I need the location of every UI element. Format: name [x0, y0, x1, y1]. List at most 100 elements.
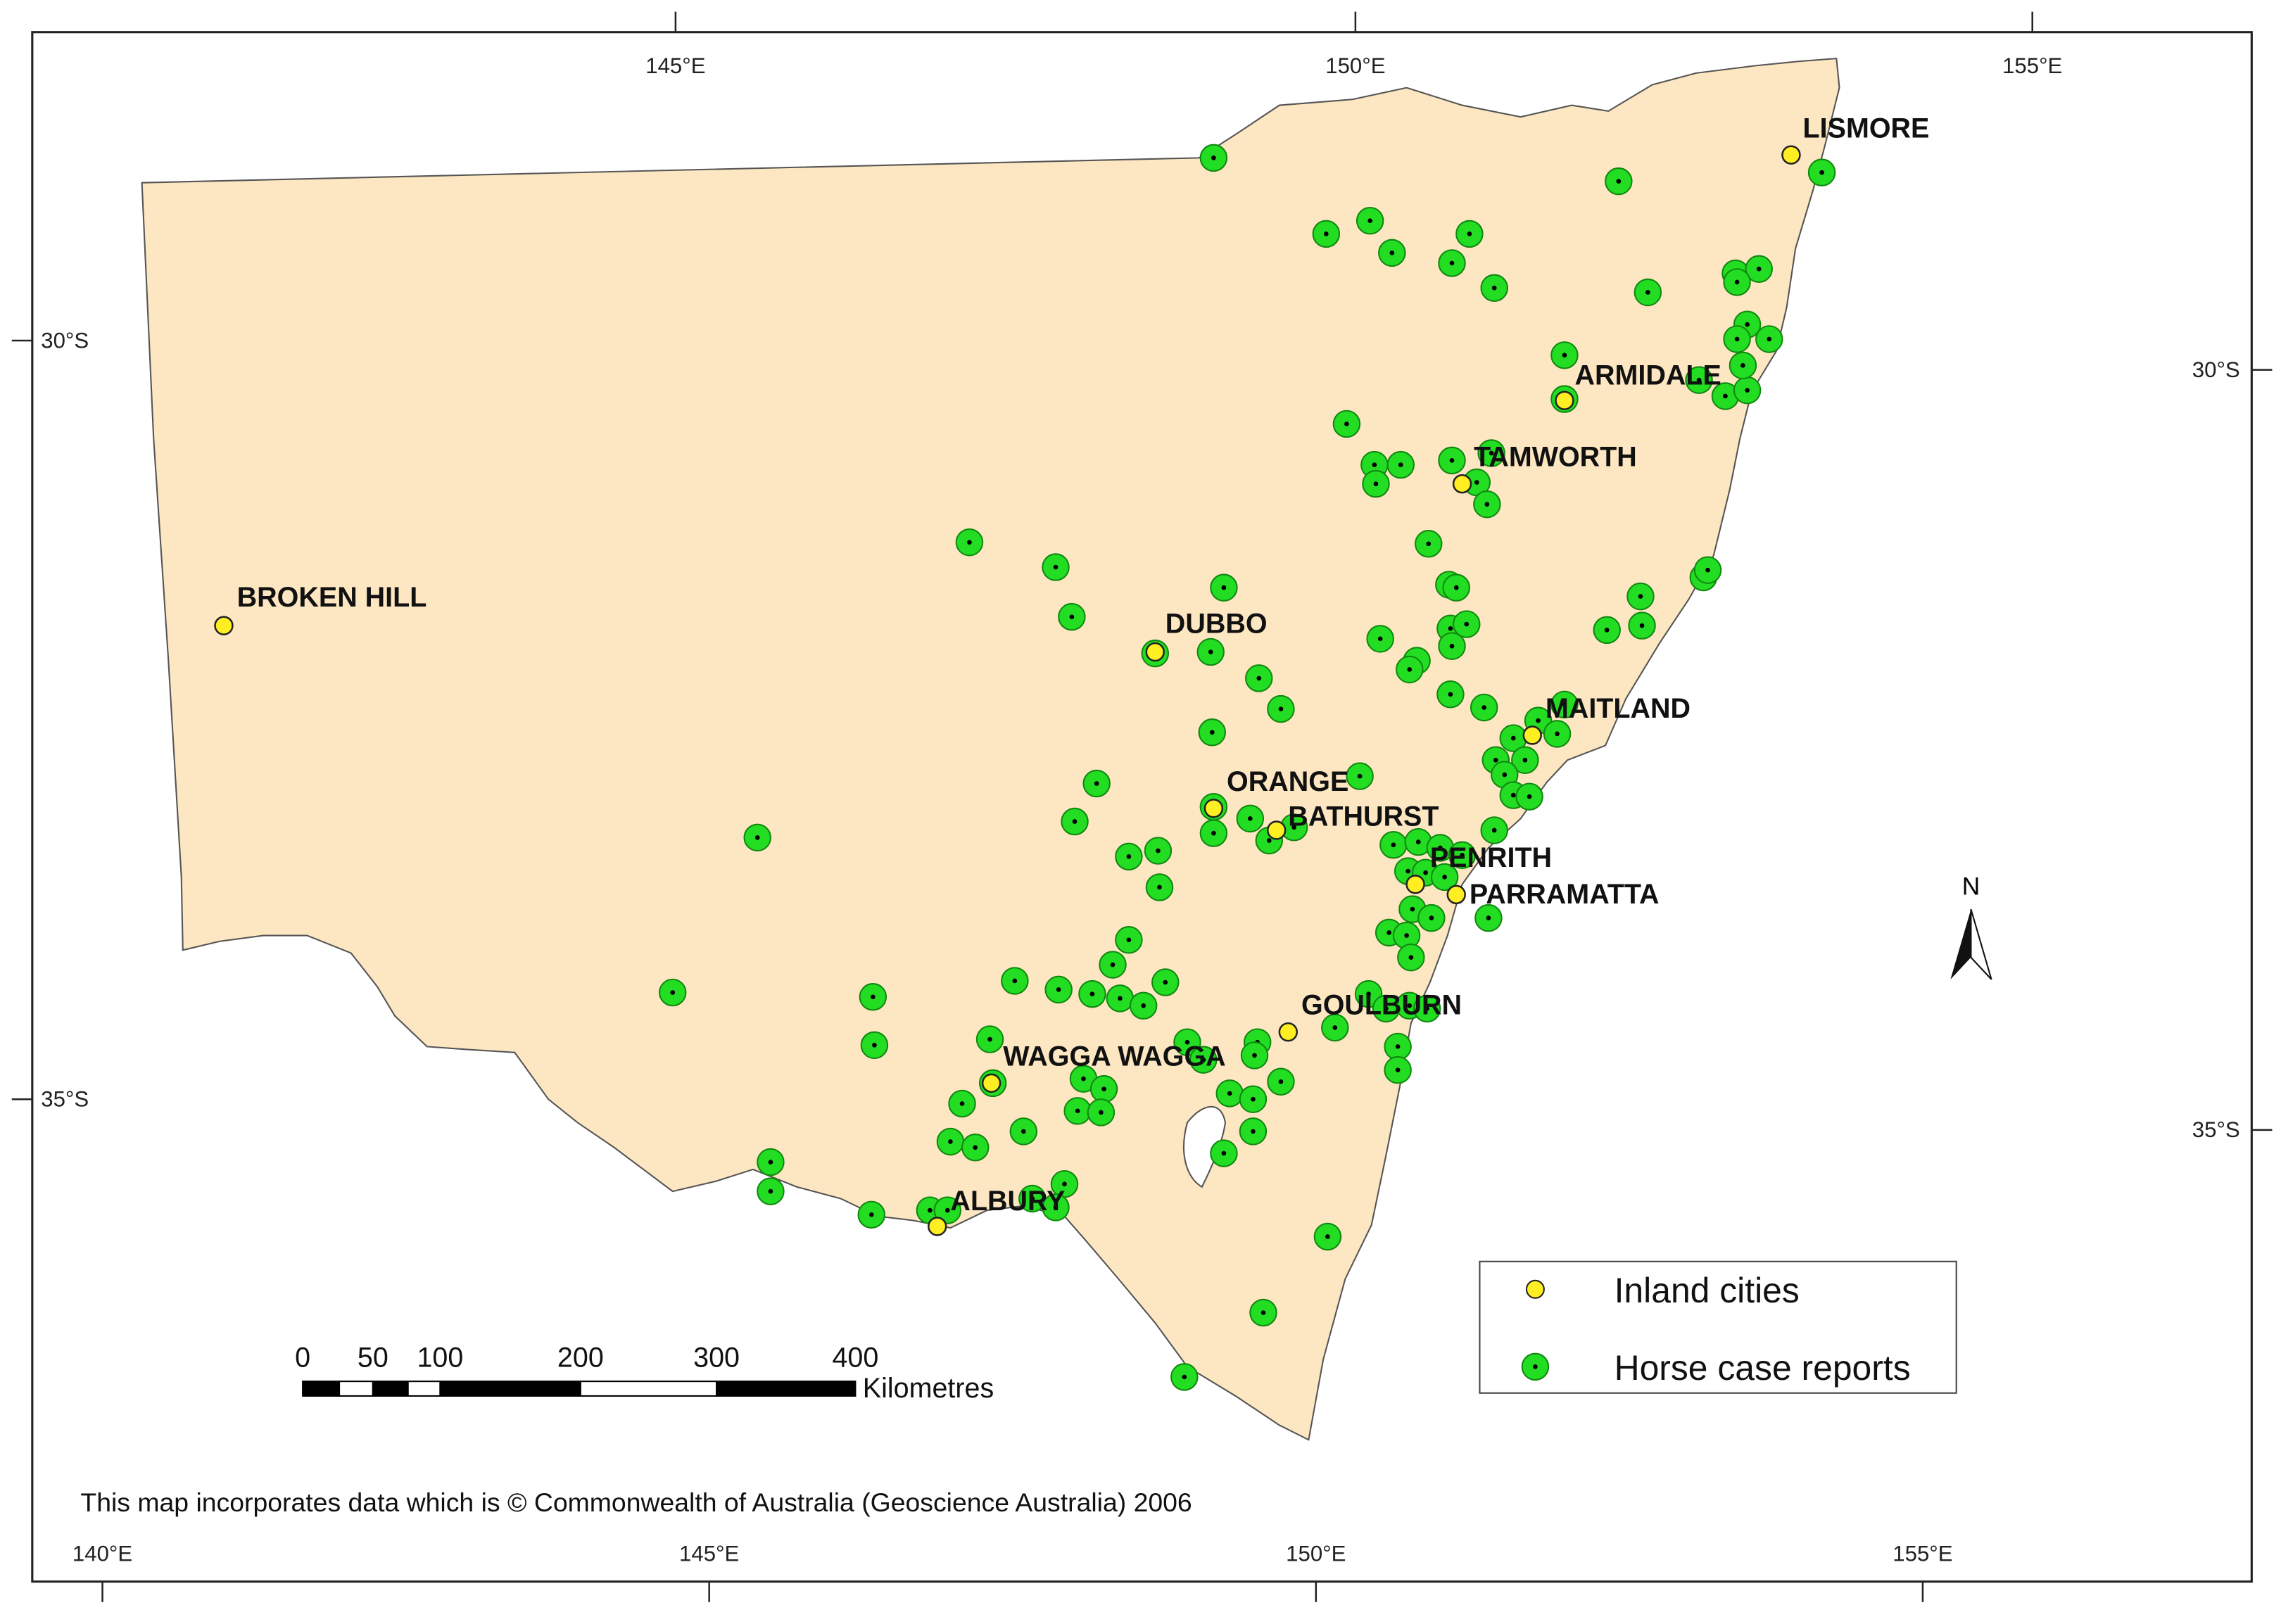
horse-case-center	[1163, 979, 1168, 985]
horse-case-center	[1030, 1196, 1035, 1201]
horse-case-center	[871, 994, 876, 1000]
city-marker	[214, 616, 234, 635]
city-label: ALBURY	[950, 1186, 1065, 1217]
horse-case-center	[1069, 614, 1075, 619]
horse-case-center	[1278, 706, 1284, 711]
horse-case-center	[670, 990, 676, 995]
horse-case-center	[1423, 870, 1428, 875]
horse-case-center	[1481, 705, 1487, 710]
horse-case-center	[1201, 1057, 1206, 1062]
horse-case-center	[1448, 692, 1453, 697]
scale-label: 50	[358, 1342, 388, 1373]
horse-case-center	[1405, 868, 1410, 874]
horse-case-center	[1449, 260, 1455, 266]
lon-label: 140°E	[72, 1542, 132, 1566]
city-label: WAGGA WAGGA	[1003, 1041, 1225, 1072]
city-label: PARRAMATTA	[1470, 879, 1660, 910]
horse-case-center	[1464, 621, 1470, 627]
horse-case-center	[1756, 266, 1762, 272]
horse-case-center	[1251, 1096, 1256, 1102]
horse-case-center	[1734, 336, 1740, 342]
north-label: N	[1962, 873, 1980, 900]
horse-case-center	[1502, 772, 1508, 778]
horse-case-center	[1118, 996, 1123, 1001]
scale-label: 0	[295, 1342, 310, 1373]
horse-case-center	[1395, 1044, 1401, 1049]
horse-case-center	[944, 1207, 950, 1213]
horse-case-center	[1252, 1053, 1257, 1058]
horse-case-center	[1377, 636, 1383, 642]
nsw-outline	[141, 57, 1840, 1441]
city-label: ORANGE	[1227, 766, 1348, 797]
cities: LISMORE ARMIDALE TAMWORTH BROKEN HILL DUBBO M…	[214, 113, 1929, 1236]
horse-case-center	[1053, 564, 1059, 570]
scale-label: 100	[417, 1342, 463, 1373]
horse-case-center	[1247, 816, 1253, 821]
city-label: ARMIDALE	[1574, 360, 1721, 391]
horse-case-center	[1415, 839, 1421, 844]
frame-ticks	[11, 11, 2273, 1602]
horse-case-center	[1344, 421, 1349, 426]
horse-case-center	[1767, 336, 1772, 342]
horse-case-center	[1398, 462, 1403, 467]
horse-case-center	[987, 1036, 992, 1042]
legend-symbol	[1525, 1279, 1545, 1299]
horse-case-center	[1221, 1150, 1227, 1156]
horse-case-center	[967, 540, 972, 545]
horse-case-center	[1332, 1025, 1338, 1030]
horse-case-center	[1819, 170, 1824, 175]
horse-case-center	[1453, 585, 1459, 590]
city-label: TAMWORTH	[1474, 442, 1637, 473]
city-label: BROKEN HILL	[237, 582, 427, 613]
horse-case-center	[1221, 585, 1227, 590]
city-marker	[1405, 875, 1425, 894]
horse-case-center	[1616, 179, 1622, 184]
horse-case-center	[1075, 1108, 1080, 1114]
horse-case-center	[1373, 481, 1379, 486]
city-label: DUBBO	[1165, 609, 1268, 640]
city-label: BATHURST	[1288, 801, 1439, 832]
horse-case-center	[1141, 1003, 1146, 1008]
horse-case-center	[1094, 781, 1099, 786]
horse-case-center	[1486, 915, 1491, 920]
horse-case-center	[1062, 1181, 1067, 1187]
horse-case-center	[1536, 718, 1541, 723]
horse-case-center	[948, 1139, 953, 1144]
lat-label: 30°S	[41, 328, 89, 353]
horse-case-center	[1021, 1129, 1026, 1134]
horse-case-center	[1448, 626, 1453, 631]
scale-unit: Kilometres	[863, 1373, 994, 1404]
horse-case-center	[1442, 875, 1447, 880]
horse-case-center	[1357, 773, 1363, 779]
horse-case-center	[1081, 1076, 1086, 1081]
horse-case-center	[1384, 1006, 1389, 1011]
horse-case-center	[1467, 231, 1472, 236]
horse-case-center	[768, 1188, 773, 1194]
horse-case-center	[1324, 231, 1329, 236]
north-arrow	[1970, 908, 1992, 980]
city-marker	[1555, 391, 1574, 410]
horse-case-center	[1372, 462, 1377, 467]
horse-case-center	[1407, 1003, 1413, 1008]
horse-case-center	[868, 1212, 874, 1217]
city-marker	[1781, 145, 1801, 165]
city-marker	[1446, 884, 1466, 905]
lon-label: 150°E	[1325, 53, 1385, 78]
city-label: PENRITH	[1430, 842, 1552, 873]
horse-case-center	[1325, 1234, 1330, 1239]
horse-case-center	[1389, 250, 1395, 255]
horse-case-center	[1438, 845, 1443, 851]
horse-case-center	[1426, 541, 1432, 547]
horse-case-center	[1449, 458, 1455, 463]
horse-case-center	[1410, 906, 1415, 912]
horse-case-center	[1012, 978, 1018, 984]
horse-case-center	[1053, 1205, 1059, 1210]
horse-case-center	[1391, 842, 1396, 848]
horse-case-center	[754, 835, 760, 840]
horse-case-center	[1745, 388, 1750, 393]
scale-label: 300	[693, 1342, 740, 1373]
horse-case-center	[1696, 377, 1702, 383]
city-label: MAITLAND	[1546, 693, 1691, 724]
